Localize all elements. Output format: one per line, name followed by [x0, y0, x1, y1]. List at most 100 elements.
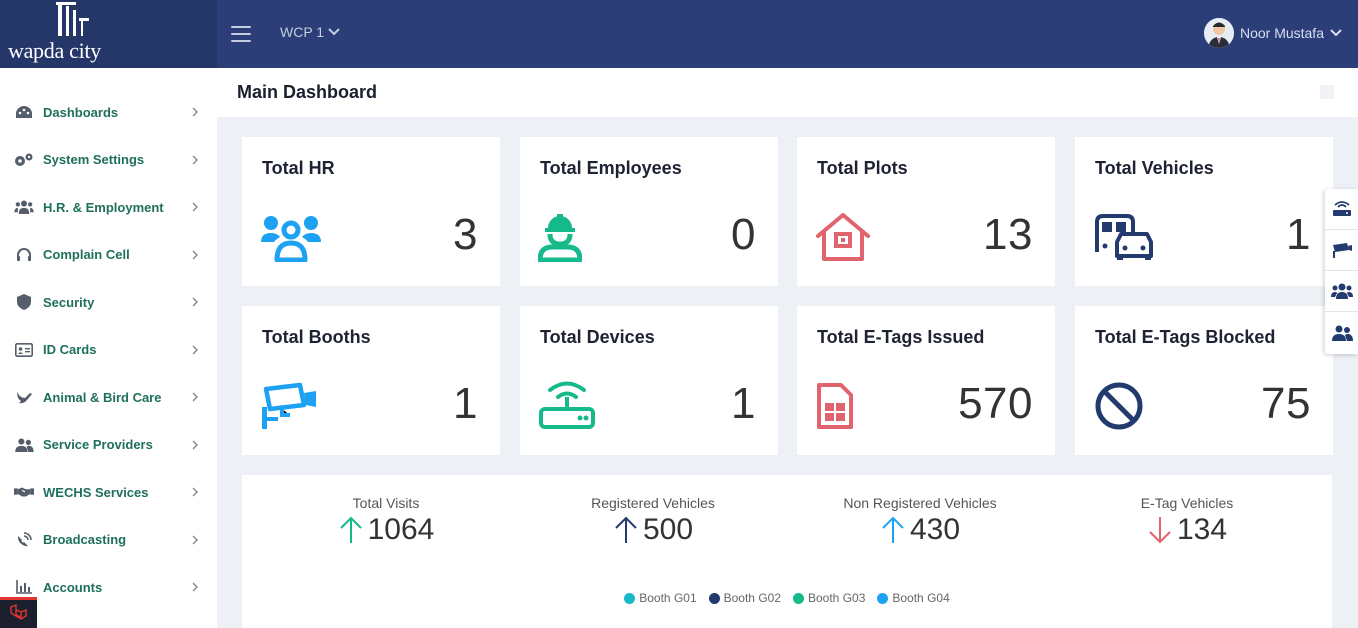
chevron-right-icon — [192, 582, 198, 592]
card-title: Total Devices — [540, 327, 655, 347]
sidebar-item-h-r-employment[interactable]: H.R. & Employment — [0, 187, 217, 227]
cctv-icon — [260, 378, 326, 434]
users-icon — [1330, 283, 1353, 299]
card-total-employees[interactable]: Total Employees 0 — [520, 137, 778, 286]
sidebar-item-broadcasting[interactable]: Broadcasting — [0, 520, 217, 560]
people-icon — [260, 209, 326, 265]
header-action-button[interactable] — [1320, 85, 1334, 99]
hamburger-icon — [231, 26, 251, 28]
sidebar-item-service-providers[interactable]: Service Providers — [0, 425, 217, 465]
arrow-up-icon — [615, 516, 637, 543]
sidebar-item-label: WECHS Services — [43, 484, 149, 500]
card-value: 3 — [453, 210, 478, 259]
card-title: Total HR — [262, 158, 335, 178]
chevron-right-icon — [192, 202, 198, 212]
sidebar-item-id-cards[interactable]: ID Cards — [0, 330, 217, 370]
legend-dot — [708, 592, 720, 604]
quick-cctv-button[interactable] — [1325, 230, 1358, 271]
legend-item[interactable]: Booth G01 — [624, 591, 697, 605]
logo[interactable]: wapda city — [0, 0, 217, 68]
card-title: Total E-Tags Issued — [817, 327, 985, 347]
sidebar-item-wechs-services[interactable]: WECHS Services — [0, 472, 217, 512]
card-total-e-tags-issued[interactable]: Total E-Tags Issued 570 — [797, 306, 1055, 455]
user-group-icon — [1331, 325, 1353, 341]
legend-dot — [877, 592, 889, 604]
cctv-icon — [1332, 243, 1352, 258]
legend-label: Booth G02 — [723, 591, 781, 605]
card-total-e-tags-blocked[interactable]: Total E-Tags Blocked 75 — [1075, 306, 1333, 455]
chevron-right-icon — [192, 535, 198, 544]
project-dropdown[interactable]: WCP 1 — [280, 24, 340, 40]
users-icon — [14, 197, 34, 217]
legend-item[interactable]: Booth G03 — [793, 591, 865, 605]
legend-dot — [624, 592, 636, 604]
chevron-right-icon — [192, 487, 198, 497]
chevron-right-icon — [192, 345, 198, 354]
sidebar-item-label: System Settings — [43, 152, 145, 167]
top-bar: wapda city WCP 1 Noor Mustafa — [0, 0, 1358, 68]
quick-router-button[interactable] — [1325, 189, 1358, 230]
quick-users-button[interactable] — [1325, 271, 1358, 312]
debugbar-toggle[interactable] — [0, 597, 37, 628]
card-total-vehicles[interactable]: Total Vehicles 1 — [1075, 137, 1333, 286]
sidebar-item-complain-cell[interactable]: Complain Cell — [0, 235, 217, 275]
shield-icon — [14, 292, 34, 312]
stat-value: 500 — [642, 513, 694, 546]
handshake-icon — [14, 482, 34, 502]
worker-icon — [538, 209, 604, 265]
logo-text: wapda city — [8, 38, 101, 63]
router-icon — [538, 378, 604, 434]
stat-label: Total Visits — [352, 495, 420, 511]
stat-registered-vehicles: Registered Vehicles 500 — [523, 495, 783, 547]
sidebar-item-animal-bird-care[interactable]: Animal & Bird Care — [0, 377, 217, 417]
menu-toggle-button[interactable] — [231, 26, 251, 42]
card-value: 0 — [731, 210, 756, 259]
vehicles-icon — [1093, 209, 1159, 265]
headset-icon — [14, 245, 34, 265]
stat-value: 134 — [1176, 513, 1228, 546]
sidebar-item-label: ID Cards — [43, 342, 97, 357]
card-title: Total E-Tags Blocked — [1095, 327, 1276, 347]
sidebar-item-label: Security — [43, 294, 95, 310]
card-value: 75 — [1261, 379, 1311, 428]
card-total-plots[interactable]: Total Plots 13 — [797, 137, 1055, 286]
user-menu[interactable]: Noor Mustafa — [1203, 18, 1342, 48]
user-group-icon — [14, 435, 34, 455]
sidebar-item-label: Broadcasting — [43, 532, 127, 547]
chevron-down-icon — [1330, 29, 1342, 37]
stat-non-registered-vehicles: Non Registered Vehicles 430 — [790, 495, 1050, 547]
building-logo-icon — [56, 2, 89, 36]
sidebar-item-label: Service Providers — [43, 437, 153, 452]
stat-e-tag-vehicles: E-Tag Vehicles 134 — [1057, 495, 1317, 547]
stat-label: E-Tag Vehicles — [1140, 495, 1234, 511]
arrow-up-icon — [339, 516, 362, 543]
id-card-icon — [14, 340, 34, 360]
sidebar-item-security[interactable]: Security — [0, 282, 217, 322]
laravel-icon — [9, 603, 27, 620]
card-title: Total Plots — [817, 158, 908, 178]
legend-item[interactable]: Booth G02 — [708, 591, 781, 605]
visits-summary: Total Visits 1064 Registered Vehicles 500 No… — [242, 475, 1332, 628]
booth-legend: Booth G01 Booth G02 Booth G03 Booth G04 — [242, 591, 1332, 605]
card-value: 13 — [983, 210, 1033, 259]
avatar — [1203, 18, 1234, 48]
card-total-booths[interactable]: Total Booths 1 — [242, 306, 500, 455]
chevron-down-icon — [328, 28, 340, 36]
chevron-right-icon — [192, 440, 198, 449]
card-total-devices[interactable]: Total Devices 1 — [520, 306, 778, 455]
card-value: 1 — [453, 379, 478, 428]
card-total-hr[interactable]: Total HR 3 — [242, 137, 500, 286]
ban-icon — [1093, 378, 1159, 434]
legend-item[interactable]: Booth G04 — [877, 591, 950, 605]
sidebar-item-dashboards[interactable]: Dashboards — [0, 92, 217, 132]
gears-icon — [14, 150, 34, 170]
sidebar-item-label: H.R. & Employment — [43, 199, 164, 215]
sidebar-item-system-settings[interactable]: System Settings — [0, 140, 217, 180]
card-title: Total Employees — [540, 158, 682, 178]
sidebar-item-label: Animal & Bird Care — [43, 389, 162, 405]
chart-icon — [14, 577, 34, 597]
chevron-right-icon — [192, 155, 198, 164]
card-value: 1 — [1286, 210, 1311, 259]
sidebar-item-accounts[interactable]: Accounts — [0, 567, 217, 607]
quick-user-group-button[interactable] — [1325, 312, 1358, 353]
